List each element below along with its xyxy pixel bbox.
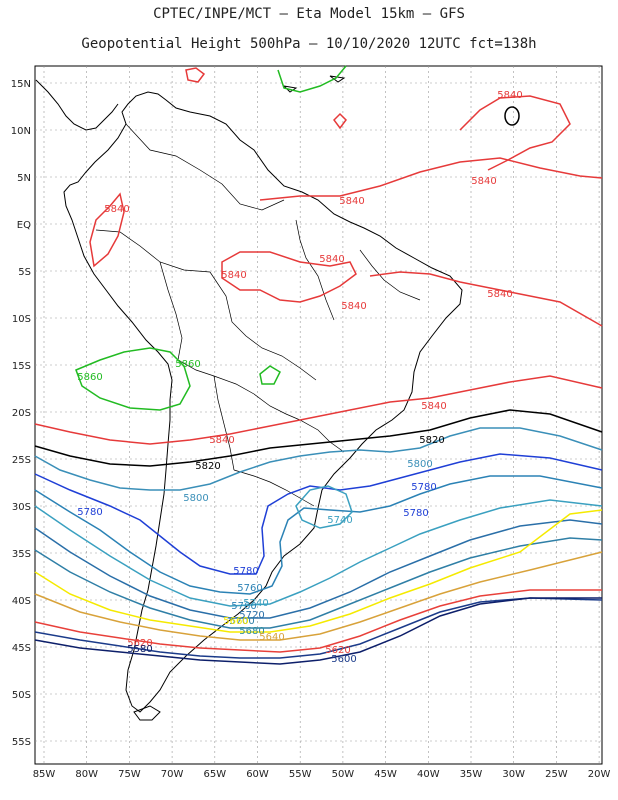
lat-tick-label: 5S <box>18 267 31 278</box>
lon-tick-label: 25W <box>545 769 568 780</box>
lat-tick-label: 20S <box>12 408 31 419</box>
lon-tick-label: 85W <box>33 769 56 780</box>
contour-5660 <box>34 509 603 633</box>
contour-label-5800: 5800 <box>183 493 208 504</box>
central-america <box>35 79 119 131</box>
contour-5860-north <box>277 65 347 93</box>
contour-label-5640: 5640 <box>259 632 284 643</box>
lon-tick-label: 50W <box>332 769 355 780</box>
contour-5620 <box>34 589 602 653</box>
contour-label-5740: 5740 <box>327 515 352 526</box>
contour-label-5720: 5720 <box>239 610 264 621</box>
contour-label-5820: 5820 <box>195 461 220 472</box>
geopotential-contours <box>34 65 603 665</box>
lat-tick-label: 35S <box>12 549 31 560</box>
contour-label-5780: 5780 <box>411 482 436 493</box>
contour-label-5580: 5580 <box>127 644 152 655</box>
contour-5840-cell-a <box>333 112 347 130</box>
lon-tick-label: 30W <box>502 769 525 780</box>
contour-label-5820: 5820 <box>419 435 444 446</box>
contour-5640 <box>34 551 603 641</box>
lat-tick-label: 10N <box>11 126 31 137</box>
lat-tick-label: 50S <box>12 690 31 701</box>
contour-label-5760: 5760 <box>237 583 262 594</box>
lon-tick-label: 75W <box>118 769 141 780</box>
longitude-tick-labels: 85W 80W 75W 70W 65W 60W 55W 50W 45W 40W 35W 30W 25W 2… <box>33 769 611 780</box>
contour-label-5620: 5620 <box>127 638 152 649</box>
contour-label-5840: 5840 <box>319 254 344 265</box>
contour-5600 <box>34 597 603 659</box>
lat-tick-label: 30S <box>12 502 31 513</box>
contour-labels: 5840 5840 5840 5840 5840 5840 5840 5840 5840 5840… <box>77 90 522 665</box>
south-america-outline <box>63 91 463 713</box>
lat-tick-label: 55S <box>12 737 31 748</box>
contour-label-5840: 5840 <box>471 176 496 187</box>
contour-label-5840: 5840 <box>339 196 364 207</box>
lon-tick-label: 45W <box>374 769 397 780</box>
contour-label-5760: 5760 <box>231 601 256 612</box>
contour-5840-tropics <box>259 157 603 201</box>
contour-label-5840: 5840 <box>497 90 522 101</box>
contour-5840-cell-b <box>185 67 206 83</box>
lon-tick-label: 70W <box>161 769 184 780</box>
contour-5720 <box>34 519 603 619</box>
contour-5840-atlantic <box>459 95 571 171</box>
contour-label-5860: 5860 <box>175 359 200 370</box>
contour-label-5660: 5660 <box>223 616 248 627</box>
contour-label-5840: 5840 <box>341 301 366 312</box>
contour-label-5840: 5840 <box>104 204 129 215</box>
latitude-tick-labels: 15N 10N 5N EQ 5S 10S 15S 20S 25S 30S 35S 40S 45S 50S 5… <box>11 79 31 748</box>
map-frame <box>34 65 603 765</box>
contour-5840-north-andes <box>89 192 125 268</box>
contour-label-5620: 5620 <box>325 645 350 656</box>
contour-5800-west <box>34 427 603 491</box>
lat-tick-label: 15N <box>11 79 31 90</box>
contour-label-5780: 5780 <box>403 508 428 519</box>
contour-5860-bolivia <box>75 347 191 411</box>
map-title-line1: CPTEC/INPE/MCT – Eta Model 15km – GFS <box>153 6 465 22</box>
contour-label-5780: 5780 <box>233 566 258 577</box>
contour-5780 <box>34 453 603 575</box>
map-title-line2: Geopotential Height 500hPa – 10/10/2020 … <box>81 36 537 52</box>
lon-tick-label: 60W <box>246 769 269 780</box>
contour-label-5860: 5860 <box>77 372 102 383</box>
lon-tick-label: 40W <box>417 769 440 780</box>
contour-5840-south <box>34 375 603 445</box>
contour-5860-cell <box>259 365 281 385</box>
lon-tick-label: 55W <box>289 769 312 780</box>
lat-tick-label: 5N <box>17 173 31 184</box>
lat-tick-label: 10S <box>12 314 31 325</box>
contour-label-5740: 5740 <box>243 598 268 609</box>
contour-5820 <box>34 409 603 467</box>
lat-tick-label: 25S <box>12 455 31 466</box>
contour-5740 <box>34 499 603 607</box>
contour-label-5700: 5700 <box>229 616 254 627</box>
lon-tick-label: 65W <box>203 769 226 780</box>
lat-tick-label: EQ <box>17 220 31 231</box>
contour-label-5840: 5840 <box>421 401 446 412</box>
contour-5840-amazon <box>221 251 357 303</box>
contour-5580 <box>34 597 602 665</box>
contour-5840-east <box>369 271 603 327</box>
contour-5700 <box>34 537 603 629</box>
tierra-del-fuego <box>133 705 161 721</box>
contour-label-5840: 5840 <box>487 289 512 300</box>
contour-label-5680: 5680 <box>239 626 264 637</box>
contour-label-5800: 5800 <box>407 459 432 470</box>
lat-tick-label: 15S <box>12 361 31 372</box>
contour-5740-cutoff <box>295 485 353 529</box>
contour-5760 <box>34 475 603 595</box>
lon-tick-label: 20W <box>588 769 611 780</box>
contour-label-5840: 5840 <box>221 270 246 281</box>
contour-label-5600: 5600 <box>331 654 356 665</box>
contour-5840-ring <box>504 106 520 126</box>
contour-label-5780: 5780 <box>77 507 102 518</box>
lon-tick-label: 80W <box>75 769 98 780</box>
lat-tick-label: 45S <box>12 643 31 654</box>
lon-tick-label: 35W <box>460 769 483 780</box>
lat-tick-label: 40S <box>12 596 31 607</box>
contour-label-5840: 5840 <box>209 435 234 446</box>
